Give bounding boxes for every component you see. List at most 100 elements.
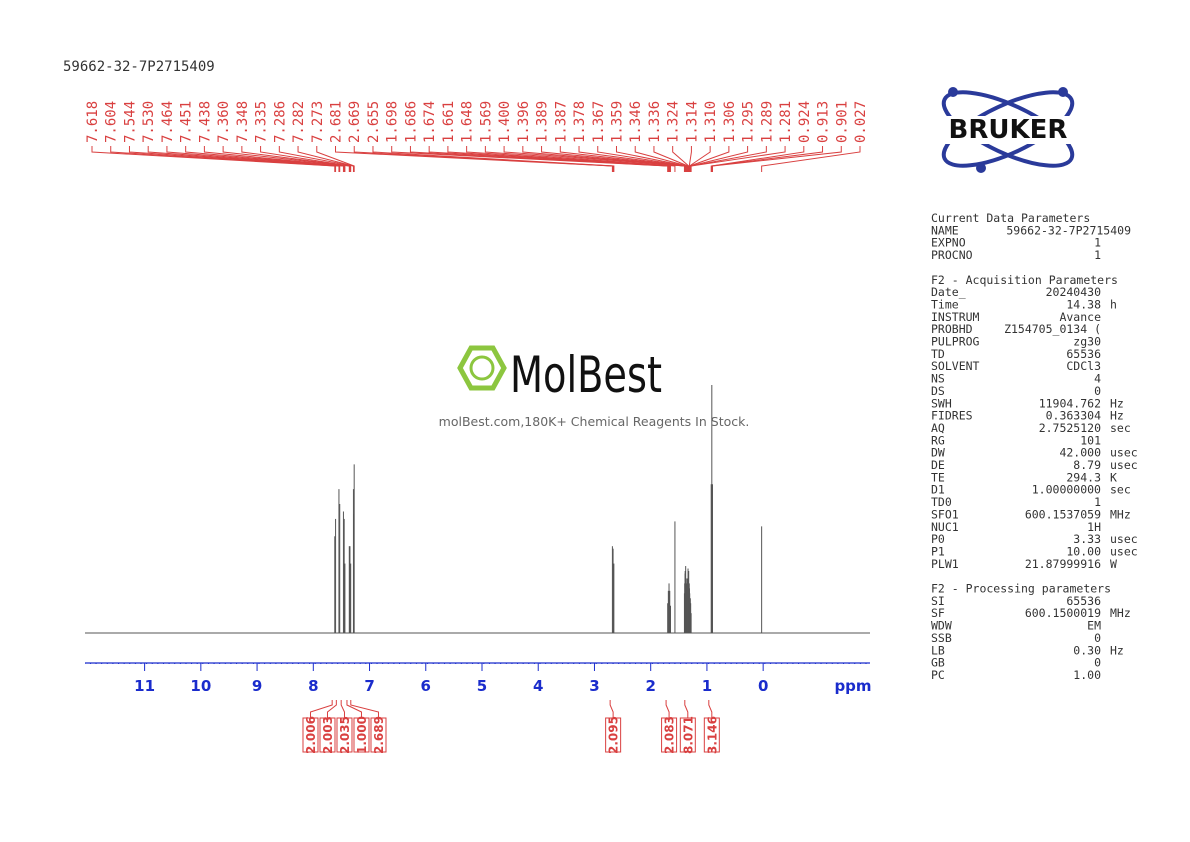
param-name: P1	[931, 544, 945, 558]
peak-leader	[297, 146, 355, 172]
integral-label: 2.003	[321, 716, 335, 754]
peak-leader	[391, 146, 669, 172]
integral-leader	[346, 700, 362, 718]
x-tick-label: 4	[533, 677, 543, 695]
peak-leader	[466, 146, 671, 172]
peak-leader	[634, 146, 688, 172]
integral-leader	[350, 700, 379, 718]
watermark-brand: MolBest	[510, 346, 662, 404]
peak-label: 0.924	[797, 101, 813, 143]
peak-label: 1.378	[572, 101, 588, 143]
param-section-title: F2 - Acquisition Parameters	[931, 273, 1118, 287]
peak-label: 2.681	[329, 101, 345, 143]
param-name: GB	[931, 656, 945, 670]
integral-label: 2.035	[338, 716, 352, 754]
param-value: 10.00	[1066, 544, 1101, 558]
param-section-title: Current Data Parameters	[931, 211, 1090, 225]
peak-label: 7.360	[216, 101, 232, 143]
peak-label: 1.648	[460, 101, 476, 143]
param-value: CDCl3	[1066, 359, 1101, 373]
peak-label: 7.438	[197, 101, 213, 143]
param-name: LB	[931, 643, 945, 657]
peak-label: 1.387	[553, 101, 569, 143]
peak-leader	[260, 146, 352, 172]
param-unit: sec	[1110, 483, 1131, 497]
integral-label: 2.006	[304, 716, 318, 754]
integral-label: 3.146	[705, 716, 719, 754]
peak-leader	[353, 146, 614, 172]
peak-label: 1.367	[591, 101, 607, 143]
integral-leader	[708, 700, 713, 718]
param-value: 1	[1094, 495, 1101, 509]
param-unit: MHz	[1110, 606, 1131, 620]
peak-label: 1.698	[385, 101, 401, 143]
param-value: Z154705_0134 (	[1004, 322, 1101, 336]
param-value: 21.87999916	[1025, 557, 1101, 571]
peak-label: 7.348	[235, 101, 251, 143]
integral-label: 1.000	[355, 716, 369, 754]
param-unit: MHz	[1110, 507, 1131, 521]
peak-leader	[185, 146, 345, 172]
peak-leader	[166, 146, 344, 172]
peak-label: 1.324	[666, 101, 682, 143]
x-tick-label: 0	[758, 677, 768, 695]
peak-label: 1.389	[535, 101, 551, 143]
param-value: 294.3	[1066, 470, 1101, 484]
integral-box	[605, 717, 622, 753]
param-name: P0	[931, 532, 945, 546]
peak-label: 7.544	[122, 101, 138, 143]
param-value: 1.00000000	[1032, 483, 1101, 497]
peak-leader	[484, 146, 676, 172]
peak-leader	[316, 146, 355, 172]
integral-box	[302, 717, 319, 753]
param-value: 0.363304	[1046, 409, 1101, 423]
param-name: AQ	[931, 421, 945, 435]
peak-leader	[428, 146, 670, 172]
integral-leader	[326, 700, 337, 718]
peak-leader	[761, 146, 861, 172]
param-name: PLW1	[931, 557, 959, 571]
param-unit: W	[1110, 557, 1117, 571]
x-tick-label: 2	[645, 677, 655, 695]
param-unit: h	[1110, 297, 1117, 311]
param-name: TD0	[931, 495, 952, 509]
param-value: 14.38	[1066, 297, 1101, 311]
param-unit: Hz	[1110, 409, 1124, 423]
peak-label: 7.282	[291, 101, 307, 143]
param-value: 1	[1094, 248, 1101, 262]
peak-leader	[711, 146, 842, 172]
integral-label: 2.083	[663, 716, 677, 754]
peak-leader	[653, 146, 689, 172]
peak-leader	[241, 146, 351, 172]
param-value: 0	[1094, 631, 1101, 645]
peak-label: 7.335	[254, 101, 270, 143]
peak-label: 0.913	[816, 101, 832, 143]
peak-label: 1.281	[778, 101, 794, 143]
param-name: SOLVENT	[931, 359, 980, 373]
integral-leader	[340, 700, 345, 718]
peak-label: 2.655	[366, 101, 382, 143]
integral-leader	[684, 700, 689, 718]
spectrum-title: 59662-32-7P2715409	[63, 59, 215, 75]
param-value: 1.00	[1073, 668, 1101, 682]
peak-label: 1.359	[609, 101, 625, 143]
param-value: zg30	[1073, 335, 1101, 349]
param-value: 8.79	[1073, 458, 1101, 472]
param-value: 0	[1094, 656, 1101, 670]
peak-label: 7.464	[160, 101, 176, 143]
param-name: DW	[931, 446, 945, 460]
peak-label: 1.314	[684, 101, 700, 143]
integral-box	[353, 717, 370, 753]
param-value: 600.1537059	[1025, 507, 1101, 521]
param-value: 4	[1094, 372, 1101, 386]
minor-ticks	[85, 663, 870, 668]
param-name: PROCNO	[931, 248, 973, 262]
peak-label: 7.451	[179, 101, 195, 143]
peak-leader	[615, 146, 688, 172]
param-value: 0.30	[1073, 643, 1101, 657]
peak-leader	[690, 146, 786, 172]
integral-box	[703, 717, 720, 753]
param-value: 1	[1094, 236, 1101, 250]
x-tick-label: 11	[134, 677, 155, 695]
x-axis-label: ppm	[834, 677, 871, 695]
